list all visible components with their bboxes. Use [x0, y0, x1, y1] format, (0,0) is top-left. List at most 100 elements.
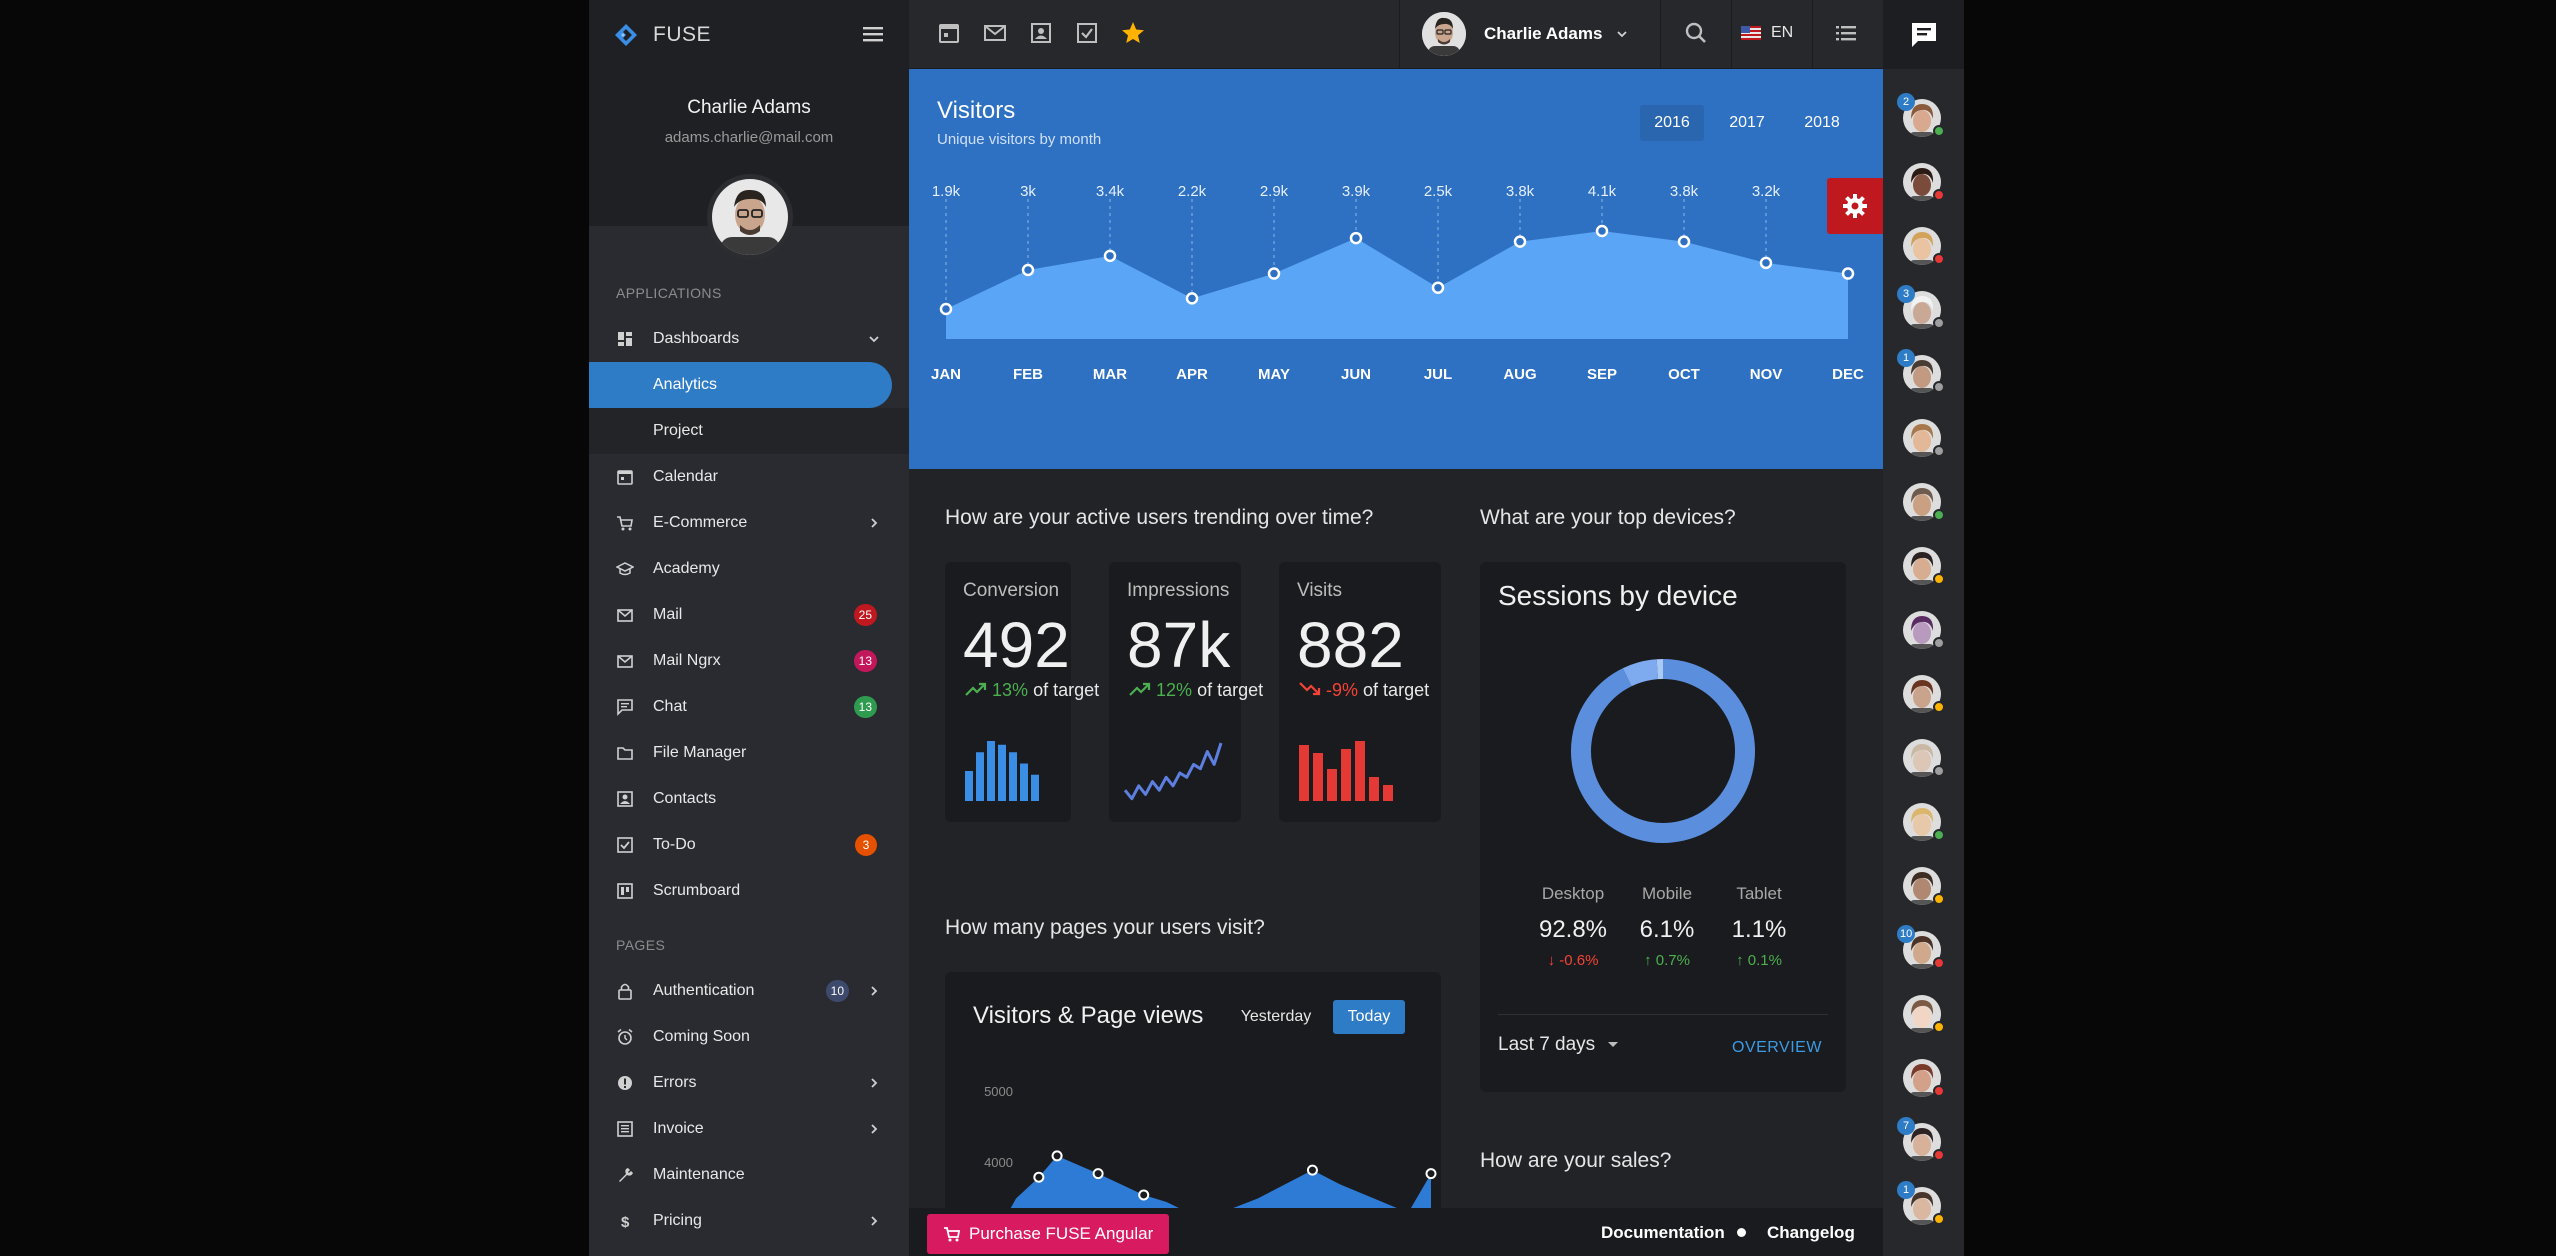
- data-point: [1513, 235, 1527, 248]
- year-button-2018[interactable]: 2018: [1804, 114, 1840, 131]
- donut-slice-desktop: [1571, 659, 1755, 843]
- avatar-photo-icon: [1422, 12, 1466, 56]
- calendar-shortcut-icon[interactable]: [936, 20, 962, 46]
- arrow-up-icon: ↑: [1736, 952, 1744, 969]
- sidebar-item-authentication[interactable]: Authentication 10: [589, 968, 909, 1014]
- active-users-question: How are your active users trending over …: [945, 506, 1374, 529]
- sidebar-item-invoice[interactable]: Invoice: [589, 1106, 909, 1152]
- bar: [1299, 745, 1309, 801]
- sidebar-item-maintenance[interactable]: Maintenance: [589, 1152, 909, 1198]
- footer-bar: Purchase FUSE Angular Documentation Chan…: [909, 1208, 1883, 1256]
- user-email: adams.charlie@mail.com: [664, 129, 834, 146]
- data-point: [1595, 224, 1609, 238]
- todo-shortcut-icon[interactable]: [1074, 20, 1100, 46]
- avatar-photo-icon: [1903, 419, 1941, 457]
- data-label: 3.4k: [1096, 183, 1125, 200]
- purchase-button[interactable]: Purchase FUSE Angular: [927, 1214, 1170, 1254]
- mail-icon: [617, 609, 633, 622]
- toolbar: Charlie Adams EN: [909, 0, 1883, 69]
- sidebar-item-dashboards[interactable]: Dashboards: [589, 316, 909, 362]
- sidebar-item-label: To-Do: [653, 836, 696, 853]
- documentation-link[interactable]: Documentation: [1601, 1223, 1725, 1242]
- sidebar-item-analytics[interactable]: Analytics: [589, 362, 892, 408]
- checkbox-icon: [617, 837, 633, 853]
- toolbar-divider: [1812, 0, 1813, 69]
- status-indicator: [1933, 957, 1945, 969]
- sidebar-item-mail[interactable]: Mail 25: [589, 592, 909, 638]
- caret-down-icon: [1608, 1042, 1619, 1047]
- user-menu-button[interactable]: Charlie Adams: [1422, 9, 1630, 59]
- status-indicator: [1933, 445, 1945, 457]
- card-divider: [1498, 1014, 1828, 1015]
- language-switcher[interactable]: EN: [1741, 20, 1793, 46]
- device-change: ↑ 0.1%: [1724, 952, 1794, 969]
- contacts-shortcut-icon[interactable]: [1028, 20, 1054, 46]
- status-indicator: [1933, 125, 1945, 137]
- sidebar-item-coming-soon[interactable]: Coming Soon: [589, 1014, 909, 1060]
- sidebar-item-todo[interactable]: To-Do 3: [589, 822, 909, 868]
- calendar-icon: [617, 470, 633, 485]
- sidebar-item-errors[interactable]: Errors: [589, 1060, 909, 1106]
- impressions-card: Impressions 87k 12% of target: [1109, 562, 1263, 822]
- sidebar-item-label: Chat: [653, 698, 687, 715]
- quick-panel-icon[interactable]: [1833, 20, 1859, 46]
- year-button-2016[interactable]: 2016: [1640, 105, 1704, 141]
- status-indicator: [1933, 701, 1945, 713]
- mail-shortcut-icon[interactable]: [982, 20, 1008, 46]
- y-tick-label: 5000: [984, 1084, 1013, 1099]
- board-icon: [617, 883, 633, 899]
- sidebar-item-label: Mail: [653, 606, 683, 623]
- device-value: 1.1%: [1731, 916, 1787, 943]
- sidebar-item-pricing[interactable]: $ Pricing: [589, 1198, 909, 1244]
- x-tick-label: FEB: [1013, 366, 1043, 383]
- sidebar-item-calendar[interactable]: Calendar: [589, 454, 909, 500]
- data-point: [1051, 1150, 1063, 1162]
- sidebar-item-label: Contacts: [653, 790, 717, 807]
- chevron-right-icon: [871, 1216, 878, 1226]
- sidebar-item-academy[interactable]: Academy: [589, 546, 909, 592]
- contact-avatar[interactable]: [1903, 1059, 1941, 1097]
- user-avatar-small: [1422, 12, 1466, 56]
- overview-button[interactable]: OVERVIEW: [1732, 1039, 1822, 1056]
- sidebar-item-chat[interactable]: Chat 13: [589, 684, 909, 730]
- dollar-icon: $: [621, 1214, 630, 1230]
- arrow-down-icon: ↓: [1547, 952, 1556, 969]
- contact-avatar[interactable]: [1903, 611, 1941, 649]
- settings-fab[interactable]: [1827, 178, 1883, 234]
- unread-count-badge: 1: [1897, 1181, 1915, 1199]
- x-tick-label: NOV: [1750, 366, 1783, 383]
- sidebar-item-file-manager[interactable]: File Manager: [589, 730, 909, 776]
- sidebar-item-ecommerce[interactable]: E-Commerce: [589, 500, 909, 546]
- contact-avatar[interactable]: [1903, 675, 1941, 713]
- school-icon: [616, 562, 634, 576]
- data-label: 2.5k: [1424, 183, 1453, 200]
- star-icon[interactable]: [1120, 20, 1146, 46]
- avatar-photo-icon: [1903, 867, 1941, 905]
- contact-avatar[interactable]: [1903, 867, 1941, 905]
- x-tick-label: AUG: [1503, 366, 1536, 383]
- menu-toggle-icon[interactable]: [861, 22, 885, 46]
- sidebar-item-mail-ngrx[interactable]: Mail Ngrx 13: [589, 638, 909, 684]
- mail-icon: [617, 655, 633, 668]
- device-change-value: 0.1%: [1747, 952, 1782, 969]
- tab-yesterday[interactable]: Yesterday: [1240, 1008, 1312, 1025]
- year-button-2017[interactable]: 2017: [1729, 114, 1765, 131]
- sidebar-item-project[interactable]: Project: [589, 408, 909, 454]
- chat-panel-toggle[interactable]: [1883, 0, 1964, 69]
- sidebar-item-contacts[interactable]: Contacts: [589, 776, 909, 822]
- pageviews-title: Visitors & Page views: [973, 1002, 1204, 1029]
- status-indicator: [1933, 1149, 1945, 1161]
- range-select[interactable]: Last 7 days: [1498, 1034, 1619, 1056]
- sessions-donut-chart: [1571, 659, 1755, 843]
- avatar-photo-icon: [1903, 611, 1941, 649]
- status-indicator: [1933, 893, 1945, 905]
- changelog-link[interactable]: Changelog: [1767, 1223, 1855, 1242]
- donut-slice-mobile: [1622, 659, 1659, 687]
- tab-today[interactable]: Today: [1333, 1000, 1405, 1034]
- search-icon[interactable]: [1683, 20, 1709, 46]
- contact-avatar[interactable]: [1903, 419, 1941, 457]
- todo-count-badge: 3: [855, 834, 877, 856]
- user-avatar[interactable]: [707, 174, 793, 260]
- avatar-photo-icon: [712, 179, 788, 255]
- sidebar-item-scrumboard[interactable]: Scrumboard: [589, 868, 909, 914]
